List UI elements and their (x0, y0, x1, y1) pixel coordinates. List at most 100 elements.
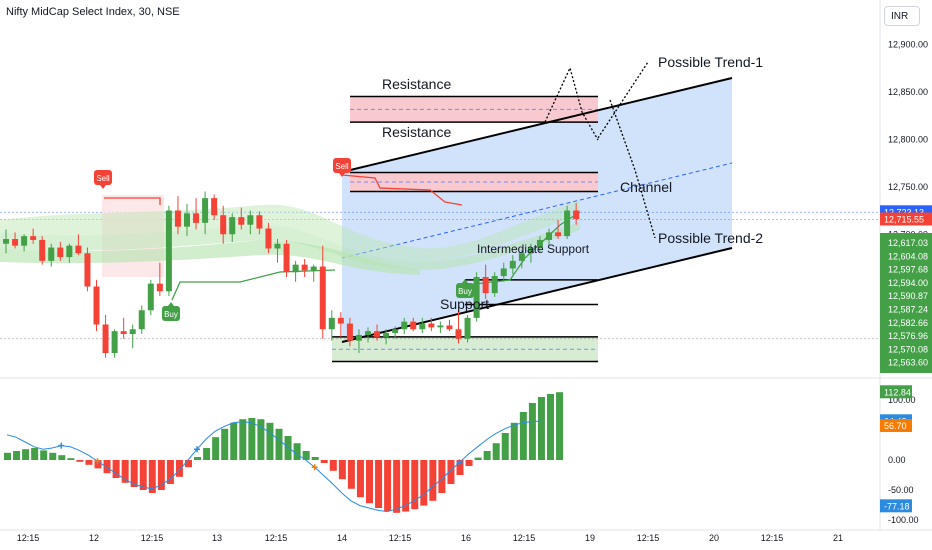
histogram-bar (49, 452, 57, 460)
intermediate-support-label: Intermediate Support (477, 242, 590, 256)
crossover-marker (194, 446, 201, 453)
candle-body (491, 276, 498, 294)
price-axis-fine-tick: 12,576.96 (888, 331, 928, 341)
histogram-bar (58, 455, 66, 460)
resistance-lower-zone-fill (350, 172, 598, 192)
histogram-bar (411, 460, 419, 510)
histogram-bar (474, 457, 482, 460)
histogram-bar (429, 460, 437, 501)
trend-projection-1b (597, 61, 649, 139)
candle-body (383, 333, 390, 337)
price-axis-tick: 12,800.00 (888, 134, 928, 144)
buy-signal-tag-text: Buy (458, 287, 472, 296)
price-axis-fine-tick: 12,604.08 (888, 251, 928, 261)
candle-body (66, 245, 73, 258)
candle-body (102, 324, 109, 353)
time-axis-tick: 12:15 (141, 533, 164, 543)
histogram-bar (311, 457, 319, 460)
histogram-bar (185, 460, 192, 468)
candle-body (229, 217, 236, 235)
candle-body (256, 215, 263, 229)
supertrend-line-red (341, 174, 463, 206)
histogram-bar (212, 437, 220, 460)
candle-body (165, 210, 172, 292)
histogram-bar (447, 460, 455, 484)
histogram-bar (402, 460, 410, 512)
ma-ribbon-band (0, 200, 580, 262)
candle-body (75, 245, 82, 254)
histogram-bar (302, 451, 310, 460)
histogram-bar (501, 433, 509, 460)
histogram-bar (175, 460, 183, 477)
currency-selector[interactable]: INR (884, 6, 920, 26)
histogram-bar (257, 419, 265, 460)
histogram-bar (366, 460, 373, 504)
oscillator-axis-tick: -50.00 (888, 485, 914, 495)
candle-body (392, 329, 399, 334)
price-axis-fine-tick: 12,570.08 (888, 344, 928, 354)
candle-body (437, 325, 444, 328)
trend-projection-1a (544, 66, 599, 141)
candle-body (274, 243, 281, 249)
histogram-bar (31, 448, 39, 460)
oscillator-axis-tick: -100.00 (888, 515, 919, 525)
price-axis-fine-tick: 12,594.00 (888, 278, 928, 288)
candle-body (446, 325, 453, 330)
histogram-bar (112, 460, 120, 478)
histogram-bar (230, 422, 238, 460)
histogram-bar (103, 460, 111, 474)
histogram-bar (356, 460, 364, 498)
oscillator-label-text: 112.84 (884, 387, 911, 397)
histogram-bar (40, 450, 48, 460)
candle-body (546, 232, 552, 240)
histogram-bar (537, 397, 545, 460)
crossover-marker (58, 442, 65, 449)
time-axis-tick: 16 (461, 533, 471, 543)
buy-signal-tag-box (162, 306, 180, 321)
price-axis-fine-tick: 12,590.87 (888, 291, 928, 301)
resistance-label: Resistance (382, 76, 451, 92)
time-axis-tick: 12:15 (389, 533, 412, 543)
price-axis-fine-tick: 12,582.66 (888, 318, 928, 328)
sell-signal-tag-box (94, 170, 112, 185)
price-axis-tick: 12,850.00 (888, 87, 928, 97)
supertrend-line-red (104, 197, 161, 205)
price-axis-fine-tick: 12,597.68 (888, 265, 928, 275)
candle-body (57, 247, 64, 258)
oscillator-label-box (880, 418, 912, 432)
buy-signal-tag: Buy (162, 302, 180, 321)
histogram-bar (320, 460, 328, 463)
time-axis-tick: 21 (833, 533, 843, 543)
buy-signal-tag-pointer (168, 302, 174, 306)
candle-body (193, 213, 200, 223)
histogram-bar (556, 392, 564, 460)
histogram-bar (157, 460, 165, 490)
time-axis-tick: 12 (89, 533, 99, 543)
possible-trend-2-label: Possible Trend-2 (658, 230, 763, 246)
histogram-bar (438, 460, 446, 493)
ma-ribbon-band (0, 240, 420, 275)
histogram-bar (547, 394, 554, 460)
time-axis-tick: 12:15 (761, 533, 784, 543)
sell-signal-tag-text: Sell (335, 162, 349, 171)
candle-body (120, 331, 127, 334)
price-label-text: 12,715.55 (884, 214, 924, 224)
candle-body (473, 277, 480, 318)
histogram-bar (384, 460, 392, 511)
channel-fill (342, 78, 732, 342)
candle-body (238, 217, 245, 225)
candle-body (292, 264, 299, 273)
histogram-bar (338, 460, 346, 480)
time-axis-tick: 13 (212, 533, 222, 543)
candle-body (174, 210, 181, 227)
candle-body (247, 215, 254, 225)
candle-body (310, 266, 317, 271)
oscillator-label-box (880, 499, 912, 513)
sell-signal-tag: Sell (94, 170, 112, 189)
histogram-bar (239, 419, 247, 460)
oscillator-label-box (880, 385, 912, 399)
candle-body (500, 268, 507, 277)
histogram-bar (420, 460, 428, 506)
histogram-bar (510, 422, 518, 460)
